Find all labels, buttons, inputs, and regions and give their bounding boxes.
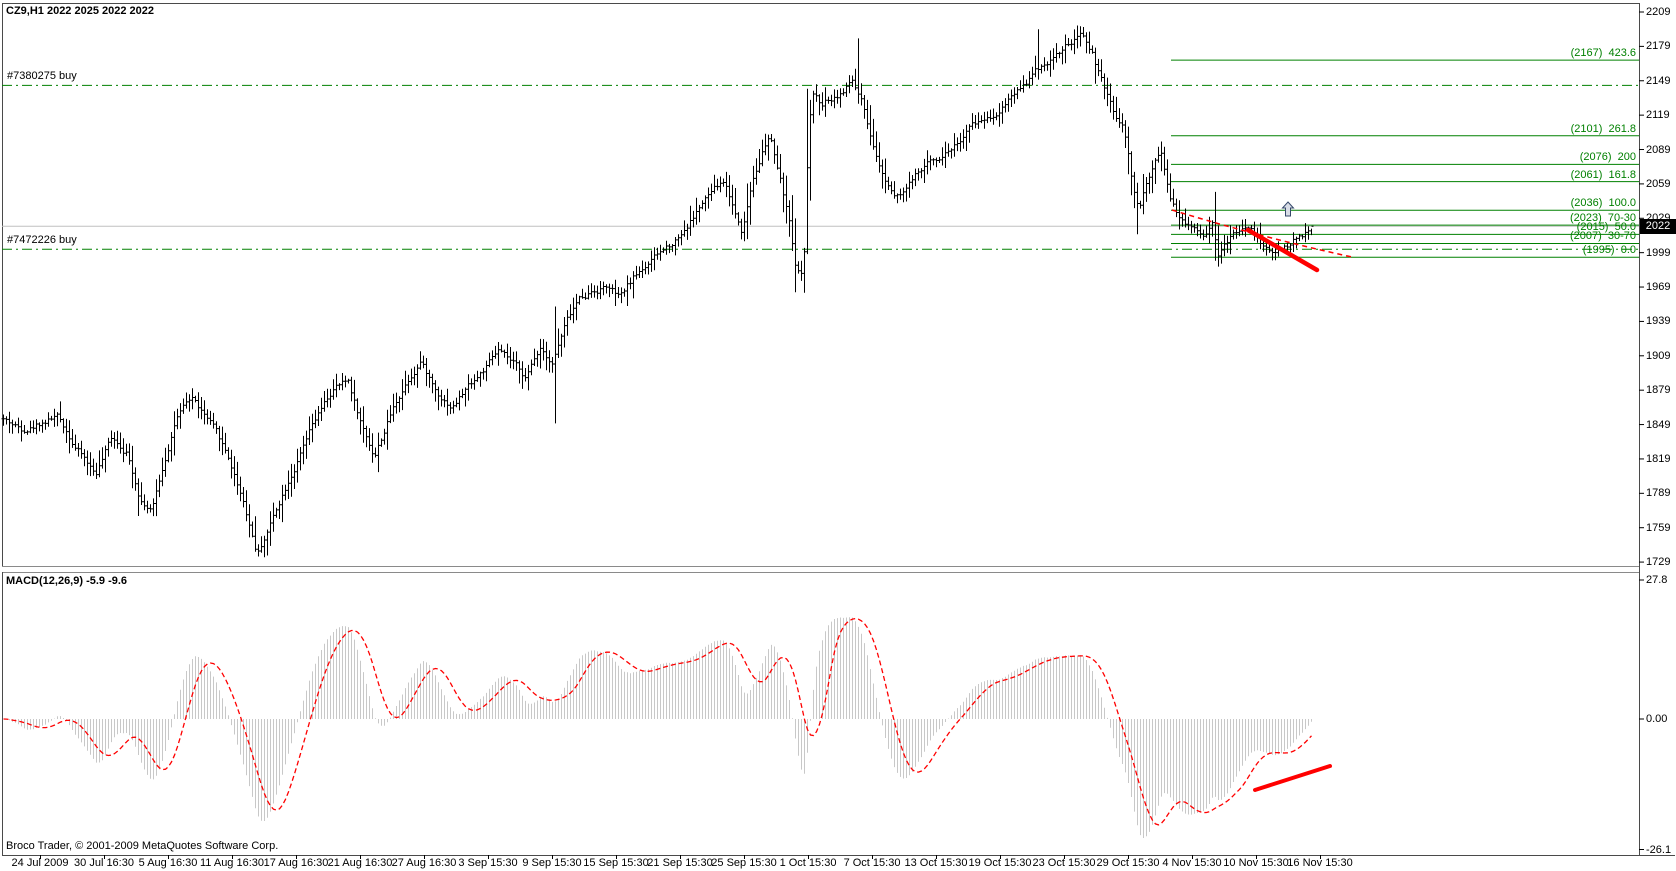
macd-axis-label: -26.1: [1646, 843, 1672, 856]
order-line-label-1[interactable]: #7380275 buy: [7, 70, 77, 82]
price-axis-label: 1879: [1646, 384, 1671, 397]
x-axis-label: 9 Sep 15:30: [522, 857, 582, 869]
x-axis-label: 24 Jul 2009: [11, 857, 69, 869]
price-axis-label: 2179: [1646, 40, 1671, 53]
fib-level-label: (2167) 423.6: [1570, 47, 1636, 60]
price-axis-label: 1819: [1646, 452, 1671, 465]
price-axis-label: 2119: [1646, 109, 1670, 122]
x-axis-label: 29 Oct 15:30: [1096, 857, 1160, 869]
x-axis-label: 17 Aug 16:30: [263, 857, 329, 869]
x-axis-label: 7 Oct 15:30: [843, 857, 901, 869]
price-axis-label: 2029: [1646, 212, 1671, 225]
macd-indicator-label: MACD(12,26,9) -5.9 -9.6: [6, 575, 128, 587]
price-axis-label: 2149: [1646, 74, 1671, 87]
price-axis-label: 1759: [1646, 521, 1671, 534]
price-axis-label: 1789: [1646, 487, 1671, 500]
price-axis-label: 1939: [1646, 315, 1671, 328]
x-axis-label: 27 Aug 16:30: [391, 857, 457, 869]
symbol-ohlc-title: CZ9,H1 2022 2025 2022 2022: [6, 5, 155, 17]
fib-level-label: (1995) 0.0: [1582, 244, 1636, 257]
macd-histogram: [6, 617, 1312, 838]
x-axis-label: 11 Aug 16:30: [199, 857, 265, 869]
up-arrow-icon[interactable]: [1281, 201, 1295, 217]
price-axis-label: 1999: [1646, 246, 1671, 259]
price-axis-label: 1969: [1646, 281, 1671, 294]
copyright-text: Broco Trader, © 2001-2009 MetaQuotes Sof…: [6, 840, 279, 852]
fib-level-label: (2007) 30-70: [1569, 230, 1636, 243]
x-axis-label: 3 Sep 15:30: [458, 857, 518, 869]
order-line-label-2[interactable]: #7472226 buy: [7, 234, 77, 246]
x-axis-label: 13 Oct 15:30: [904, 857, 968, 869]
x-axis-label: 1 Oct 15:30: [779, 857, 837, 869]
price-trendline-solid[interactable]: [1245, 227, 1320, 273]
macd-trendline-solid[interactable]: [1253, 764, 1332, 792]
x-axis-label: 4 Nov 15:30: [1162, 857, 1222, 869]
current-price-badge: 2022: [1640, 219, 1676, 234]
price-axis-label: 1729: [1646, 556, 1671, 569]
price-axis-label: 2209: [1646, 6, 1671, 18]
x-axis-label: 25 Sep 15:30: [711, 857, 777, 869]
price-ohlc-bars: [1, 25, 1314, 558]
fib-level-label: (2101) 261.8: [1570, 122, 1636, 135]
fib-level-label: (2036) 100.0: [1570, 197, 1636, 210]
x-axis-label: 15 Sep 15:30: [583, 857, 649, 869]
x-axis-label: 19 Oct 15:30: [968, 857, 1032, 869]
x-axis-label: 21 Aug 16:30: [327, 857, 393, 869]
x-axis-label: 30 Jul 16:30: [74, 857, 134, 869]
macd-signal-line: [3, 617, 1312, 826]
fib-level-label: (2061) 161.8: [1570, 168, 1636, 181]
price-axis-label: 2089: [1646, 143, 1671, 156]
price-axis-label: 1849: [1646, 418, 1671, 431]
price-trendline-dashed[interactable]: [1171, 209, 1353, 258]
x-axis-label: 16 Nov 15:30: [1287, 857, 1353, 869]
fib-level-label: (2023) 70-30: [1569, 212, 1636, 225]
macd-axis-label: 0.00: [1646, 713, 1668, 725]
fib-level-label: (2076) 200: [1579, 151, 1636, 164]
x-axis-label: 21 Sep 15:30: [647, 857, 713, 869]
fib-level-label: (2015) 50.0: [1576, 221, 1636, 234]
x-axis-label: 10 Nov 15:30: [1223, 857, 1289, 869]
price-axis-label: 1909: [1646, 349, 1671, 362]
x-axis-label: 23 Oct 15:30: [1032, 857, 1096, 869]
macd-axis-label: 27.8: [1646, 574, 1668, 586]
x-axis-label: 5 Aug 16:30: [138, 857, 198, 869]
price-axis-label: 2059: [1646, 177, 1671, 190]
